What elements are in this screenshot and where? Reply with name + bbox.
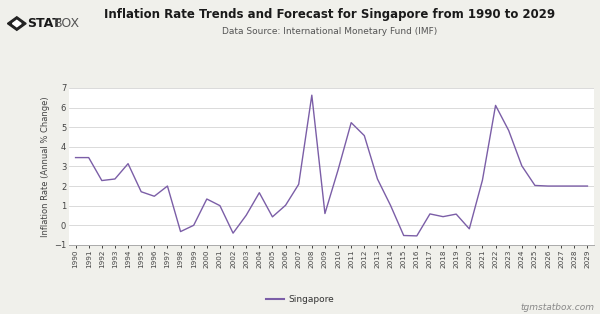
Y-axis label: Inflation Rate (Annual % Change): Inflation Rate (Annual % Change): [41, 96, 50, 237]
Text: STAT: STAT: [28, 17, 61, 30]
Legend: Singapore: Singapore: [262, 292, 338, 308]
Text: BOX: BOX: [53, 17, 80, 30]
Text: tgmstatbox.com: tgmstatbox.com: [520, 303, 594, 312]
Polygon shape: [7, 17, 26, 30]
Polygon shape: [13, 20, 21, 27]
Text: Data Source: International Monetary Fund (IMF): Data Source: International Monetary Fund…: [223, 27, 437, 36]
Text: Inflation Rate Trends and Forecast for Singapore from 1990 to 2029: Inflation Rate Trends and Forecast for S…: [104, 8, 556, 21]
